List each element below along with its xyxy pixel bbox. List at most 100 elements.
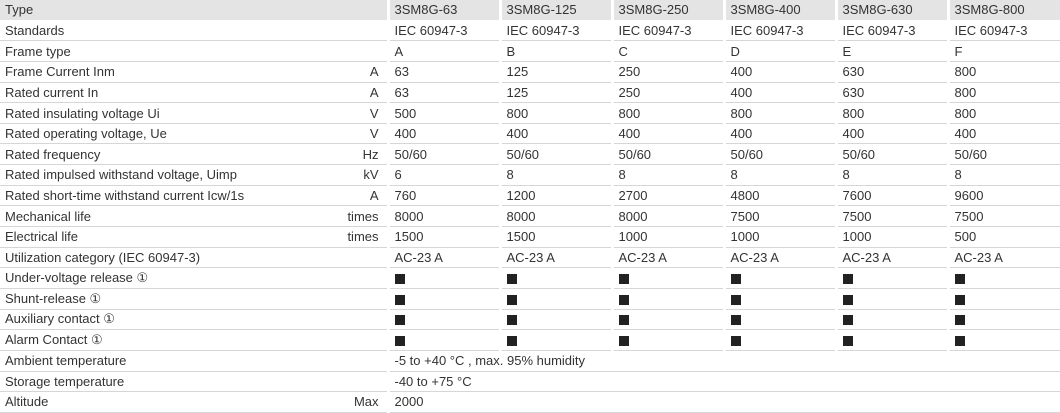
available-icon: [618, 294, 629, 305]
available-icon: [394, 315, 405, 326]
cell-value: 8: [722, 164, 836, 186]
row-unit: kV: [340, 164, 388, 186]
model-name: 3SM8G-63: [386, 0, 500, 21]
cell-feature: [386, 267, 500, 289]
cell-value: 800: [610, 102, 724, 124]
available-icon: [842, 336, 853, 347]
spec-row: Frame type A B C D E F: [0, 40, 1060, 62]
spec-row: Frame Current Inm A 63 125 250 400 630 800: [0, 61, 1060, 83]
cell-feature: [722, 329, 836, 351]
cell-value: 1500: [498, 226, 612, 248]
spec-row: Under-voltage release ①: [0, 267, 1060, 289]
model-name: 3SM8G-250: [610, 0, 724, 21]
row-unit: times: [340, 205, 388, 228]
cell-value: 400: [610, 123, 724, 145]
row-label: Electrical life: [0, 226, 340, 248]
cell-value: AC-23 A: [386, 247, 500, 269]
cell-value: 250: [610, 61, 724, 83]
row-label: Shunt-release ①: [0, 288, 340, 310]
cell-feature: [946, 288, 1060, 310]
available-icon: [842, 294, 853, 305]
row-label: Frame type: [0, 40, 340, 62]
cell-feature: [498, 329, 612, 351]
cell-value: AC-23 A: [722, 247, 836, 269]
spec-row: Mechanical life times 8000 8000 8000 7500 7500…: [0, 205, 1060, 228]
cell-value: 8: [498, 164, 612, 186]
cell-value: 800: [498, 102, 612, 124]
cell-value: IEC 60947-3: [834, 20, 948, 42]
available-icon: [506, 274, 517, 285]
row-label: Utilization category (IEC 60947-3): [0, 247, 340, 269]
cell-value: 50/60: [498, 143, 612, 166]
cell-value: 7500: [834, 205, 948, 228]
spec-row: Alarm Contact ①: [0, 329, 1060, 351]
cell-value: 400: [946, 123, 1060, 145]
spec-row: Standards IEC 60947-3 IEC 60947-3 IEC 60947…: [0, 20, 1060, 42]
spec-row: Rated operating voltage, Ue V 400 400 400 400…: [0, 123, 1060, 145]
cell-value: B: [498, 40, 612, 62]
cell-feature: [946, 309, 1060, 331]
spec-row: Utilization category (IEC 60947-3) AC-23 …: [0, 247, 1060, 269]
cell-value: 8: [834, 164, 948, 186]
cell-feature: [834, 309, 948, 331]
cell-value: 400: [722, 123, 836, 145]
row-unit: [340, 350, 388, 372]
row-label: Alarm Contact ①: [0, 329, 340, 351]
spec-row: Rated short-time withstand current Icw/1…: [0, 185, 1060, 207]
cell-feature: [498, 267, 612, 289]
spec-row: Storage temperature -40 to +75 °C: [0, 371, 1060, 393]
cell-value: 7500: [722, 205, 836, 228]
cell-value: 50/60: [722, 143, 836, 166]
cell-feature: [498, 309, 612, 331]
row-label: Rated operating voltage, Ue: [0, 123, 340, 145]
cell-value: 400: [722, 61, 836, 83]
available-icon: [954, 315, 965, 326]
row-unit: Hz: [340, 143, 388, 166]
cell-value: 760: [386, 185, 500, 207]
cell-feature: [946, 329, 1060, 351]
row-label: Ambient temperature: [0, 350, 340, 372]
cell-value: 1000: [610, 226, 724, 248]
cell-value: 8: [946, 164, 1060, 186]
cell-value: 630: [834, 61, 948, 83]
cell-value: 800: [722, 102, 836, 124]
cell-value: 8000: [610, 205, 724, 228]
cell-value: 7500: [946, 205, 1060, 228]
available-icon: [394, 294, 405, 305]
available-icon: [618, 315, 629, 326]
available-icon: [954, 336, 965, 347]
row-label: Rated short-time withstand current Icw/1…: [0, 185, 340, 207]
header-row: Type 3SM8G-63 3SM8G-125 3SM8G-250 3SM8G-400 3…: [0, 0, 1060, 21]
cell-value: 800: [946, 102, 1060, 124]
available-icon: [842, 274, 853, 285]
cell-feature: [834, 288, 948, 310]
cell-value: 63: [386, 61, 500, 83]
row-label: Rated frequency: [0, 143, 340, 166]
cell-value: 50/60: [946, 143, 1060, 166]
available-icon: [730, 294, 741, 305]
row-label: Altitude: [0, 391, 340, 413]
cell-feature: [834, 267, 948, 289]
cell-feature: [386, 288, 500, 310]
cell-value: AC-23 A: [610, 247, 724, 269]
row-label: Rated impulsed withstand voltage, Uimp: [0, 164, 340, 186]
cell-value: IEC 60947-3: [722, 20, 836, 42]
available-icon: [842, 315, 853, 326]
cell-value: IEC 60947-3: [498, 20, 612, 42]
spec-row: Rated frequency Hz 50/60 50/60 50/60 50/60 50/…: [0, 143, 1060, 166]
cell-value: 500: [386, 102, 500, 124]
cell-value: 400: [386, 123, 500, 145]
cell-value: IEC 60947-3: [386, 20, 500, 42]
model-name: 3SM8G-125: [498, 0, 612, 21]
row-label: Rated current In: [0, 82, 340, 104]
row-unit: [340, 247, 388, 269]
row-unit: [340, 40, 388, 62]
available-icon: [618, 336, 629, 347]
row-unit: A: [340, 61, 388, 83]
model-name: 3SM8G-400: [722, 0, 836, 21]
available-icon: [506, 336, 517, 347]
spec-row: Ambient temperature -5 to +40 °C , max. 9…: [0, 350, 1060, 372]
